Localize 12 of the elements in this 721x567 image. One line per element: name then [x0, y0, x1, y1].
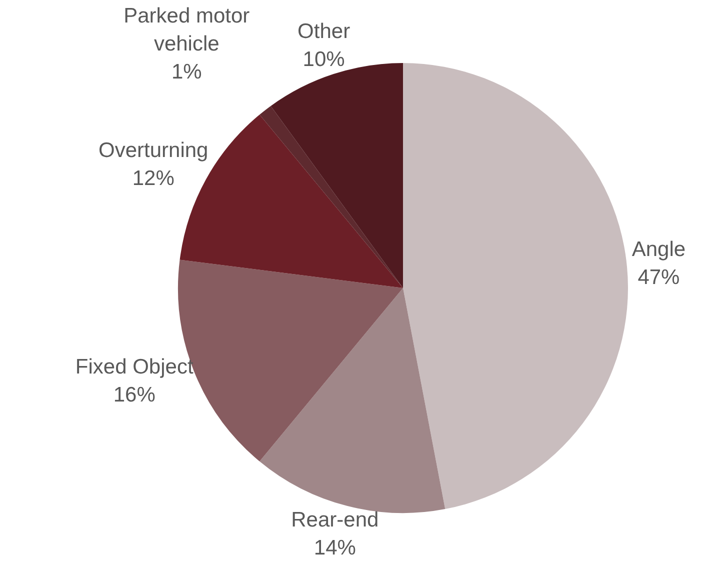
slice-label: Overturning: [98, 139, 208, 162]
data-label: 10%: [302, 48, 345, 71]
data-label: 12%: [132, 167, 174, 190]
slice-label: Rear-end: [291, 508, 379, 532]
data-label: 14%: [314, 536, 356, 560]
slice-label: Angle: [632, 238, 686, 261]
slice-label: Fixed Object: [75, 355, 194, 378]
slice-label: Parked motor vehicle: [124, 4, 250, 56]
data-label: 1%: [171, 60, 202, 84]
data-label: 47%: [638, 266, 680, 289]
data-label: 16%: [113, 383, 156, 406]
slice-label: Other: [298, 20, 350, 43]
